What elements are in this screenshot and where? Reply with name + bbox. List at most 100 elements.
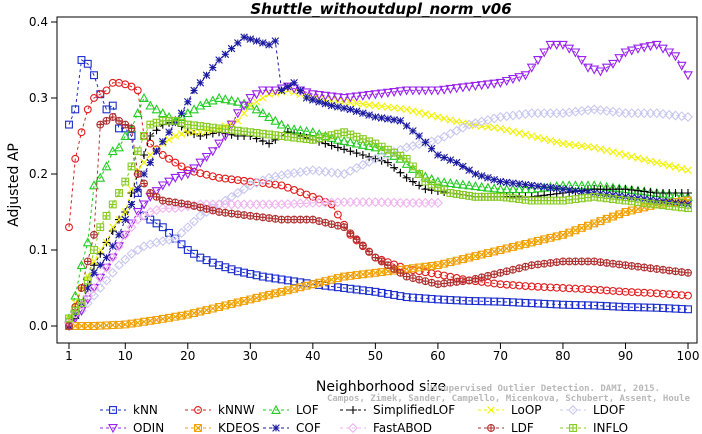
data-point-kdeos — [483, 249, 492, 257]
legend-label: COF — [296, 421, 321, 434]
data-point-cof — [196, 79, 205, 87]
data-point-ldf — [303, 216, 310, 223]
data-point-lof — [664, 189, 675, 199]
legend-label: LoOP — [511, 403, 542, 417]
data-point-odin — [195, 158, 206, 168]
y-tick-label: 0.4 — [29, 15, 48, 29]
data-point-cof — [396, 117, 405, 125]
data-point-inflo — [90, 246, 98, 254]
data-point-inflo — [71, 306, 80, 315]
legend-label: LDF — [511, 421, 534, 434]
data-point-ldof — [226, 191, 237, 202]
data-point-kdeos — [133, 318, 142, 327]
data-point-lof — [514, 184, 525, 194]
data-point-lof — [495, 184, 506, 194]
data-point-ldof — [176, 227, 187, 238]
data-point-knn — [65, 120, 73, 129]
data-point-odin — [620, 48, 631, 58]
data-point-simplifiedlof — [421, 185, 430, 194]
watermark-source: Unsupervised Outlier Detection. DAMI, 20… — [427, 383, 660, 394]
data-point-simplifiedlof — [333, 143, 342, 152]
data-point-cof — [421, 138, 430, 147]
data-point-lof — [114, 142, 124, 152]
legend-item-simplifiedlof: SimplifiedLOF — [340, 403, 455, 417]
data-point-lof — [101, 161, 112, 171]
data-point-cof — [471, 170, 480, 178]
data-point-odin — [608, 59, 618, 69]
data-point-simplifiedlof — [327, 141, 336, 150]
data-point-ldof — [114, 260, 124, 271]
legend-swatch-marker — [109, 406, 117, 414]
data-point-loop — [259, 94, 267, 102]
data-point-kdeos — [627, 206, 636, 215]
data-point-fastabod — [95, 272, 106, 283]
data-point-cof — [577, 187, 586, 196]
data-point-odin — [120, 230, 131, 240]
data-point-odin — [545, 40, 556, 50]
data-point-loop — [115, 215, 123, 224]
legend-label: LOF — [296, 403, 319, 417]
data-point-lof — [439, 177, 450, 187]
data-point-lof — [270, 115, 281, 125]
data-point-loop — [502, 126, 511, 134]
data-point-ldf — [321, 219, 329, 227]
data-point-lof — [276, 119, 287, 129]
data-point-lof — [232, 96, 243, 106]
data-point-kdeos — [177, 311, 186, 320]
data-point-ldf — [384, 261, 392, 269]
data-point-kdeos — [158, 314, 167, 323]
data-point-inflo — [584, 193, 592, 202]
data-point-ldf — [603, 259, 611, 267]
data-point-lof — [457, 179, 468, 189]
data-point-cof — [215, 56, 223, 64]
data-point-ldf — [128, 125, 135, 132]
data-point-cof — [484, 174, 492, 182]
data-point-kdeos — [596, 217, 605, 226]
data-point-cof — [540, 183, 548, 191]
data-point-cof — [158, 137, 167, 146]
data-point-loop — [96, 246, 105, 254]
data-point-odin — [245, 94, 256, 104]
data-point-simplifiedlof — [402, 173, 411, 182]
data-point-ldf — [440, 280, 448, 287]
data-point-odin — [332, 93, 343, 103]
data-point-loop — [534, 133, 542, 142]
data-point-loop — [346, 98, 355, 107]
data-point-lof — [120, 130, 131, 140]
series-fastabod — [64, 197, 443, 328]
data-point-odin — [139, 200, 149, 210]
data-point-loop — [184, 128, 192, 136]
data-point-kdeos — [233, 298, 242, 307]
data-point-loop — [540, 135, 548, 143]
data-point-lof — [339, 135, 350, 146]
data-point-loop — [646, 157, 655, 165]
legend-swatch-marker — [272, 424, 280, 432]
data-point-ldf — [315, 217, 323, 225]
x-tick-label: 40 — [305, 349, 320, 363]
data-point-loop — [146, 151, 155, 159]
data-point-odin — [89, 284, 99, 294]
data-point-kdeos — [196, 307, 205, 316]
data-point-cof — [121, 215, 130, 224]
data-point-ldof — [357, 159, 368, 170]
data-point-odin — [370, 90, 381, 100]
data-point-ldof — [239, 184, 250, 195]
data-point-loop — [527, 132, 536, 140]
data-point-ldf — [503, 267, 511, 275]
data-point-kdeos — [590, 219, 599, 228]
data-point-simplifiedlof — [371, 154, 380, 163]
data-point-kdeos — [527, 238, 536, 247]
data-point-loop — [596, 145, 605, 153]
legend-swatch-marker — [108, 424, 118, 434]
x-tick-label: 30 — [243, 349, 258, 363]
data-point-inflo — [327, 131, 336, 140]
data-point-knn — [108, 101, 117, 110]
data-point-ldf — [371, 254, 379, 261]
data-point-lof — [70, 290, 81, 300]
data-point-ldf — [515, 264, 523, 272]
data-point-loop — [602, 146, 611, 155]
data-point-kdeos — [408, 264, 417, 273]
data-point-loop — [140, 158, 148, 167]
data-point-knnw — [83, 105, 92, 114]
data-point-odin — [132, 208, 143, 218]
